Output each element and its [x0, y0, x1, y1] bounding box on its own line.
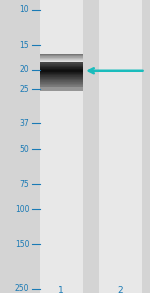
Bar: [40, 68, 82, 69]
Bar: [40, 60, 82, 61]
Text: 250: 250: [15, 284, 29, 293]
Bar: [40, 59, 82, 60]
Bar: [40, 79, 82, 80]
Bar: [40, 78, 82, 79]
Text: 100: 100: [15, 205, 29, 214]
Bar: [40, 73, 82, 74]
Bar: [40, 62, 82, 63]
Text: 75: 75: [20, 180, 29, 189]
Bar: [40, 74, 82, 75]
Bar: [40, 0, 82, 293]
Bar: [40, 82, 82, 83]
Bar: [40, 61, 82, 62]
Text: 20: 20: [20, 65, 29, 74]
Bar: [40, 55, 82, 56]
Bar: [99, 0, 142, 293]
Bar: [40, 85, 82, 86]
Bar: [40, 69, 82, 70]
Text: 2: 2: [118, 286, 123, 293]
Bar: [40, 54, 82, 55]
Bar: [40, 58, 82, 59]
Bar: [40, 81, 82, 82]
Bar: [40, 63, 82, 64]
Text: 50: 50: [20, 145, 29, 154]
Bar: [40, 83, 82, 84]
Text: 37: 37: [20, 119, 29, 128]
Bar: [40, 72, 82, 73]
Bar: [40, 70, 82, 71]
Bar: [40, 71, 82, 72]
Text: 10: 10: [20, 6, 29, 14]
Text: 15: 15: [20, 40, 29, 50]
Bar: [40, 56, 82, 57]
Bar: [40, 67, 82, 68]
Bar: [40, 75, 82, 76]
Bar: [40, 66, 82, 67]
Bar: [40, 57, 82, 58]
Bar: [40, 87, 82, 91]
Bar: [40, 86, 82, 87]
Bar: [40, 65, 82, 66]
Bar: [40, 64, 82, 65]
Text: 25: 25: [20, 85, 29, 94]
Bar: [40, 84, 82, 85]
Bar: [40, 77, 82, 78]
Bar: [40, 76, 82, 77]
Bar: [40, 80, 82, 81]
Text: 1: 1: [58, 286, 64, 293]
Text: 150: 150: [15, 240, 29, 249]
